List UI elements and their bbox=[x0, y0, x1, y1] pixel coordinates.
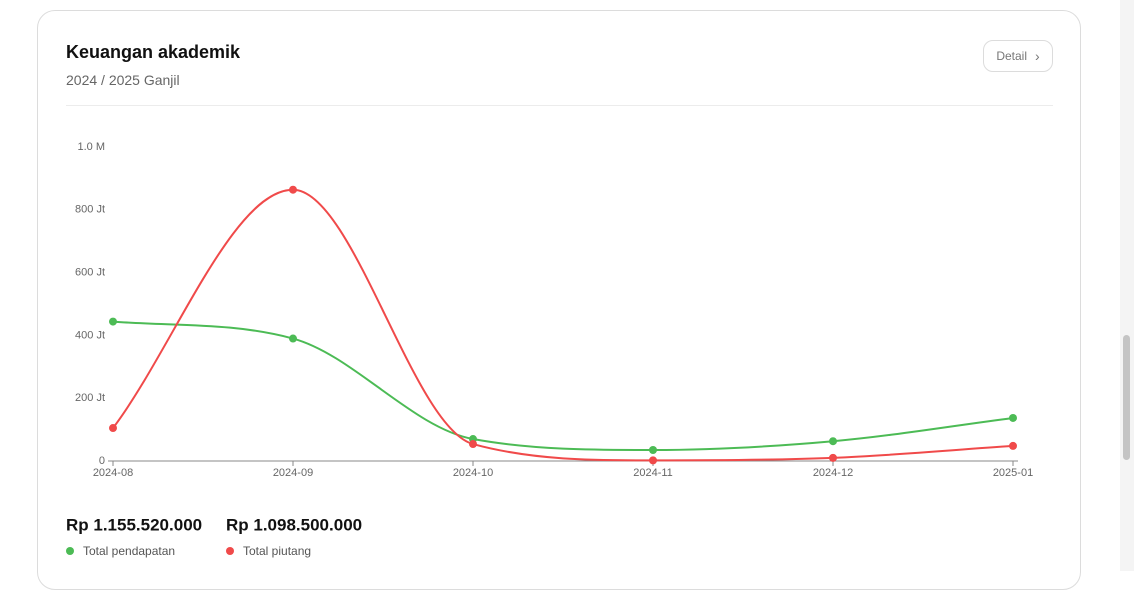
legend-dot bbox=[66, 547, 74, 555]
y-tick-label: 200 Jt bbox=[75, 392, 105, 404]
series-total: Rp 1.155.520.000 bbox=[66, 515, 202, 534]
series-line bbox=[112, 188, 1014, 462]
x-tick-label: 2024-11 bbox=[633, 467, 673, 479]
button-label[interactable]: Detail bbox=[996, 49, 1027, 63]
data-point bbox=[469, 440, 477, 449]
y-tick-label: 600 Jt bbox=[75, 267, 105, 279]
x-tick-label: 2024-10 bbox=[453, 467, 493, 479]
data-point bbox=[649, 456, 657, 465]
legend-label: Total piutang bbox=[243, 544, 311, 558]
data-point bbox=[1009, 413, 1017, 422]
chart: 0 200 Jt 400 Jt 600 Jt 800 Jt 1.0 M 2024-08 202… bbox=[66, 141, 1033, 558]
page: Keuangan akademik 2024 / 2025 Ganjil Det… bbox=[37, 0, 1134, 590]
data-point bbox=[1009, 441, 1017, 450]
x-tick-label: 2025-01 bbox=[993, 467, 1033, 479]
detail-button[interactable]: Detail › bbox=[983, 40, 1053, 72]
x-tick-label: 2024-08 bbox=[93, 467, 133, 479]
chevron[interactable]: › bbox=[1035, 48, 1040, 64]
data-point bbox=[289, 334, 297, 343]
divider bbox=[66, 105, 1053, 106]
y-tick-label: 1.0 M bbox=[77, 141, 105, 153]
legend-dot bbox=[226, 547, 234, 555]
legend-label: Total pendapatan bbox=[83, 544, 175, 558]
y-tick-label: 0 bbox=[99, 455, 105, 467]
scrollbar-thumb[interactable] bbox=[1123, 335, 1130, 460]
y-tick-label: 400 Jt bbox=[75, 329, 105, 341]
x-tick-label: 2024-09 bbox=[273, 467, 313, 479]
card-subtitle: 2024 / 2025 Ganjil bbox=[66, 72, 180, 88]
data-point bbox=[829, 453, 837, 462]
data-point bbox=[109, 424, 117, 433]
series-line bbox=[112, 320, 1014, 452]
series-total: Rp 1.098.500.000 bbox=[226, 515, 362, 534]
y-tick-label: 800 Jt bbox=[75, 204, 105, 216]
scrollbar bbox=[1120, 0, 1134, 571]
data-point bbox=[829, 437, 837, 446]
x-tick-label: 2024-12 bbox=[813, 467, 853, 479]
data-point bbox=[649, 446, 657, 455]
data-point bbox=[109, 317, 117, 326]
data-point bbox=[289, 185, 297, 194]
card-title: Keuangan akademik bbox=[66, 42, 241, 62]
